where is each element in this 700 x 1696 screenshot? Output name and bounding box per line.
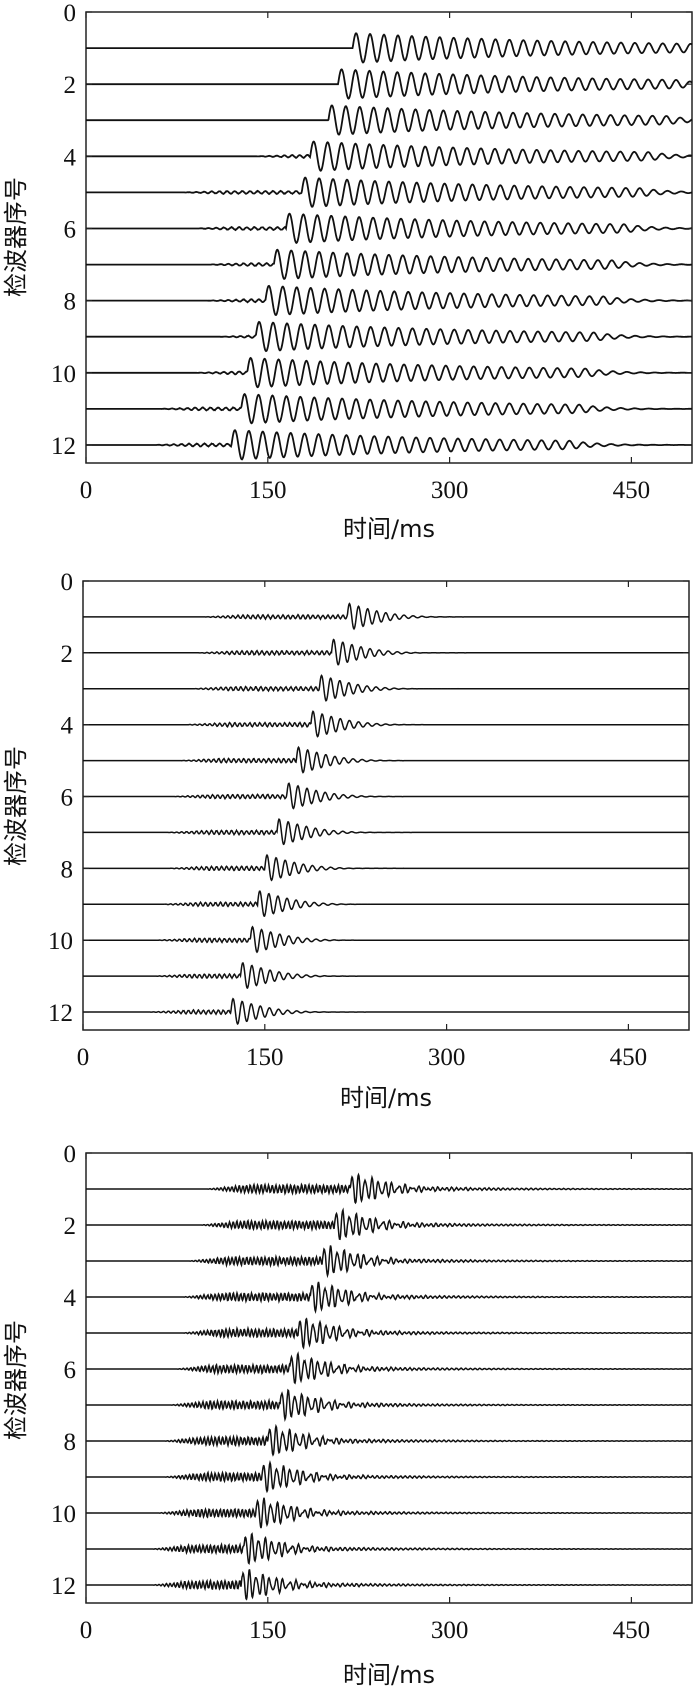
seismic-trace-3: [86, 1245, 692, 1279]
x-tick-label: 450: [610, 1044, 648, 1071]
plot-frame: [85, 11, 693, 464]
y-tick-label: 10: [51, 1501, 76, 1528]
x-axis-label: 时间/ms: [343, 515, 435, 543]
plot-frame: [85, 1152, 693, 1604]
plot-frame: [82, 580, 690, 1031]
y-tick-label: 4: [61, 713, 74, 740]
seismic-trace-10: [86, 356, 693, 389]
seismic-trace-9: [83, 890, 689, 917]
y-axis-label: 检波器序号: [2, 177, 30, 297]
seismic-trace-7: [83, 818, 689, 846]
seismic-trace-8: [83, 853, 689, 882]
y-axis-label: 检波器序号: [2, 746, 30, 866]
seismic-trace-11: [83, 962, 689, 989]
seismic-trace-5: [86, 1317, 693, 1350]
seismic-trace-9: [86, 1459, 692, 1494]
seismic-trace-2: [86, 1207, 693, 1241]
x-tick-label: 300: [431, 1617, 469, 1644]
traces: [86, 32, 693, 461]
seismic-trace-12: [86, 429, 693, 461]
y-axis-label: 检波器序号: [2, 1320, 30, 1440]
x-ticks: 0 150 300 450: [77, 581, 647, 1071]
y-tick-label: 2: [64, 1213, 77, 1240]
x-ticks: 0 150 300 450: [80, 12, 650, 504]
y-tick-label: 6: [64, 216, 77, 243]
y-tick-label: 8: [61, 856, 74, 883]
y-ticks: 0 2 4 6 8 10 12: [48, 569, 689, 1027]
y-tick-label: 8: [64, 289, 77, 316]
y-tick-label: 6: [61, 785, 74, 812]
y-tick-label: 0: [61, 569, 74, 596]
y-tick-label: 4: [64, 144, 77, 171]
seismic-trace-3: [86, 104, 693, 136]
y-tick-label: 2: [61, 641, 74, 668]
x-tick-label: 150: [249, 1617, 287, 1644]
y-tick-label: 0: [64, 0, 77, 27]
panel-middle: 0 150 300 450 0 2 4 6 8 10 12 时间/ms 检波器序号: [2, 569, 690, 1112]
seismic-trace-4: [86, 1281, 692, 1314]
y-tick-label: 12: [51, 433, 76, 460]
x-tick-label: 150: [249, 477, 287, 504]
x-tick-label: 450: [613, 1617, 651, 1644]
y-tick-label: 8: [64, 1429, 77, 1456]
y-tick-label: 12: [51, 1573, 76, 1600]
y-ticks: 0 2 4 6 8 10 12: [51, 1141, 692, 1600]
seismic-trace-7: [86, 1388, 692, 1422]
y-ticks: 0 2 4 6 8 10 12: [51, 0, 692, 460]
seismic-trace-7: [86, 248, 692, 280]
seismic-trace-4: [83, 710, 689, 738]
y-tick-label: 2: [64, 72, 77, 99]
x-tick-label: 300: [428, 1044, 466, 1071]
x-tick-label: 150: [246, 1044, 284, 1071]
panel-top: 0 150 300 450 0 2 4 6 8 10 12 时间/ms 检波器序号: [2, 0, 693, 543]
x-axis-label: 时间/ms: [343, 1661, 435, 1689]
y-tick-label: 6: [64, 1357, 77, 1384]
seismic-trace-8: [86, 284, 692, 316]
x-tick-label: 450: [613, 477, 651, 504]
seismic-trace-3: [83, 674, 689, 702]
seismic-trace-12: [86, 1569, 692, 1601]
seismic-trace-6: [83, 782, 689, 810]
seismic-trace-8: [86, 1423, 693, 1457]
seismic-trace-12: [83, 997, 689, 1025]
seismic-trace-10: [83, 925, 689, 954]
y-tick-label: 10: [48, 928, 73, 955]
seismic-trace-1: [86, 1172, 692, 1205]
seismic-trace-1: [86, 32, 693, 64]
y-tick-label: 4: [64, 1285, 77, 1312]
x-tick-label: 0: [80, 477, 93, 504]
seismic-trace-5: [83, 745, 689, 774]
traces: [83, 602, 689, 1025]
seismic-trace-6: [86, 1351, 692, 1385]
x-axis-label: 时间/ms: [340, 1084, 432, 1112]
seismic-trace-2: [83, 638, 689, 666]
traces: [86, 1172, 693, 1601]
seismic-trace-1: [83, 602, 689, 631]
x-tick-label: 0: [80, 1617, 93, 1644]
seismic-trace-2: [86, 68, 693, 100]
x-ticks: 0 150 300 450: [80, 1153, 650, 1644]
seismic-trace-11: [86, 393, 692, 425]
y-tick-label: 12: [48, 1000, 73, 1027]
seismic-trace-10: [86, 1497, 693, 1529]
seismic-trace-9: [86, 320, 692, 353]
seismic-trace-5: [86, 176, 693, 208]
seismic-trace-11: [86, 1532, 693, 1565]
x-tick-label: 300: [431, 477, 469, 504]
seismic-trace-4: [86, 140, 693, 172]
seismic-trace-6: [86, 212, 693, 244]
panel-bottom: 0 150 300 450 0 2 4 6 8 10 12 时间/ms 检波器序号: [2, 1141, 693, 1689]
y-tick-label: 0: [64, 1141, 77, 1168]
x-tick-label: 0: [77, 1044, 90, 1071]
y-tick-label: 10: [51, 361, 76, 388]
